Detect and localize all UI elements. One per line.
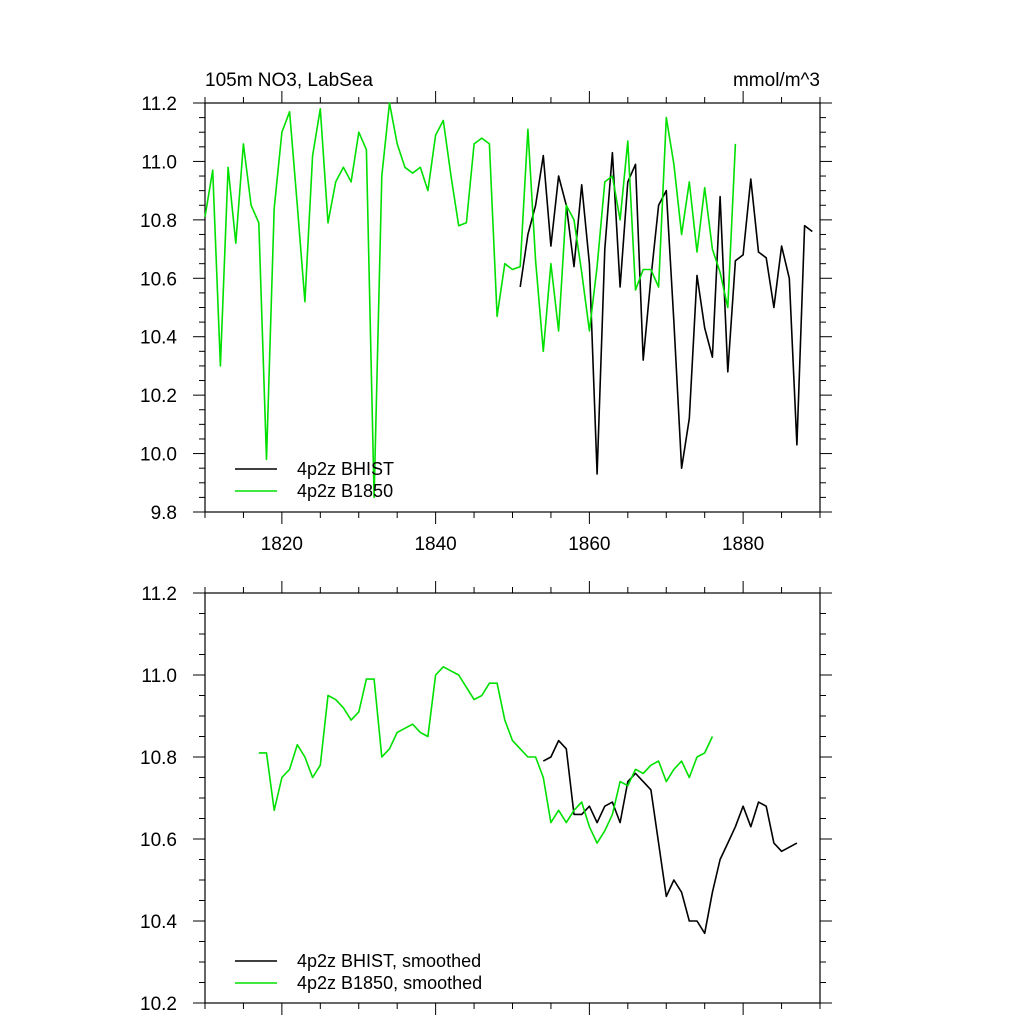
series-line-1 [258, 665, 714, 844]
y-tick-label: 10.8 [140, 211, 177, 232]
y-tick-label: 9.8 [151, 503, 177, 524]
legend-label: 4p2z B1850 [297, 481, 393, 501]
bottom-panel-ticks: 10.2 10.4 10.6 10.8 11.0 11.2 [140, 581, 832, 1015]
series-line-1 [204, 102, 737, 499]
y-tick-label: 10.0 [140, 445, 177, 466]
top-panel-series [204, 102, 813, 499]
y-tick-label: 10.2 [140, 994, 177, 1015]
top-panel-title: 105m NO3, LabSea [205, 70, 373, 91]
y-tick-label: 11.2 [141, 584, 177, 605]
y-tick-label: 10.4 [140, 328, 177, 349]
x-tick-label: 1860 [568, 534, 610, 555]
x-tick-label: 1820 [261, 534, 303, 555]
x-tick-label: 1840 [414, 534, 456, 555]
top-panel-ticks: 1820 1840 1860 1880 9.8 10.0 10.2 10.4 10.6 10.8 1… [140, 91, 832, 555]
legend-label: 4p2z BHIST, smoothed [297, 951, 481, 971]
y-tick-label: 10.4 [140, 912, 177, 933]
bottom-panel: 10.2 10.4 10.6 10.8 11.0 11.2 4p2z BHIST, smo… [140, 581, 832, 1015]
bottom-panel-frame [204, 592, 821, 1004]
top-panel: 105m NO3, LabSea mmol/m^3 1820 1840 1860 18… [140, 70, 832, 555]
y-tick-label: 10.6 [140, 269, 177, 290]
bottom-panel-series [258, 665, 798, 935]
y-tick-label: 10.2 [140, 386, 177, 407]
y-tick-label: 11.2 [141, 94, 177, 115]
y-tick-label: 10.6 [140, 830, 177, 851]
series-line-0 [542, 739, 798, 935]
y-tick-label: 10.8 [140, 748, 177, 769]
series-line-0 [519, 151, 813, 475]
legend-label: 4p2z B1850, smoothed [297, 973, 482, 993]
top-panel-units: mmol/m^3 [733, 70, 820, 91]
legend-label: 4p2z BHIST [297, 459, 394, 479]
y-tick-label: 11.0 [141, 666, 177, 687]
x-tick-label: 1880 [722, 534, 764, 555]
y-tick-label: 11.0 [141, 152, 177, 173]
